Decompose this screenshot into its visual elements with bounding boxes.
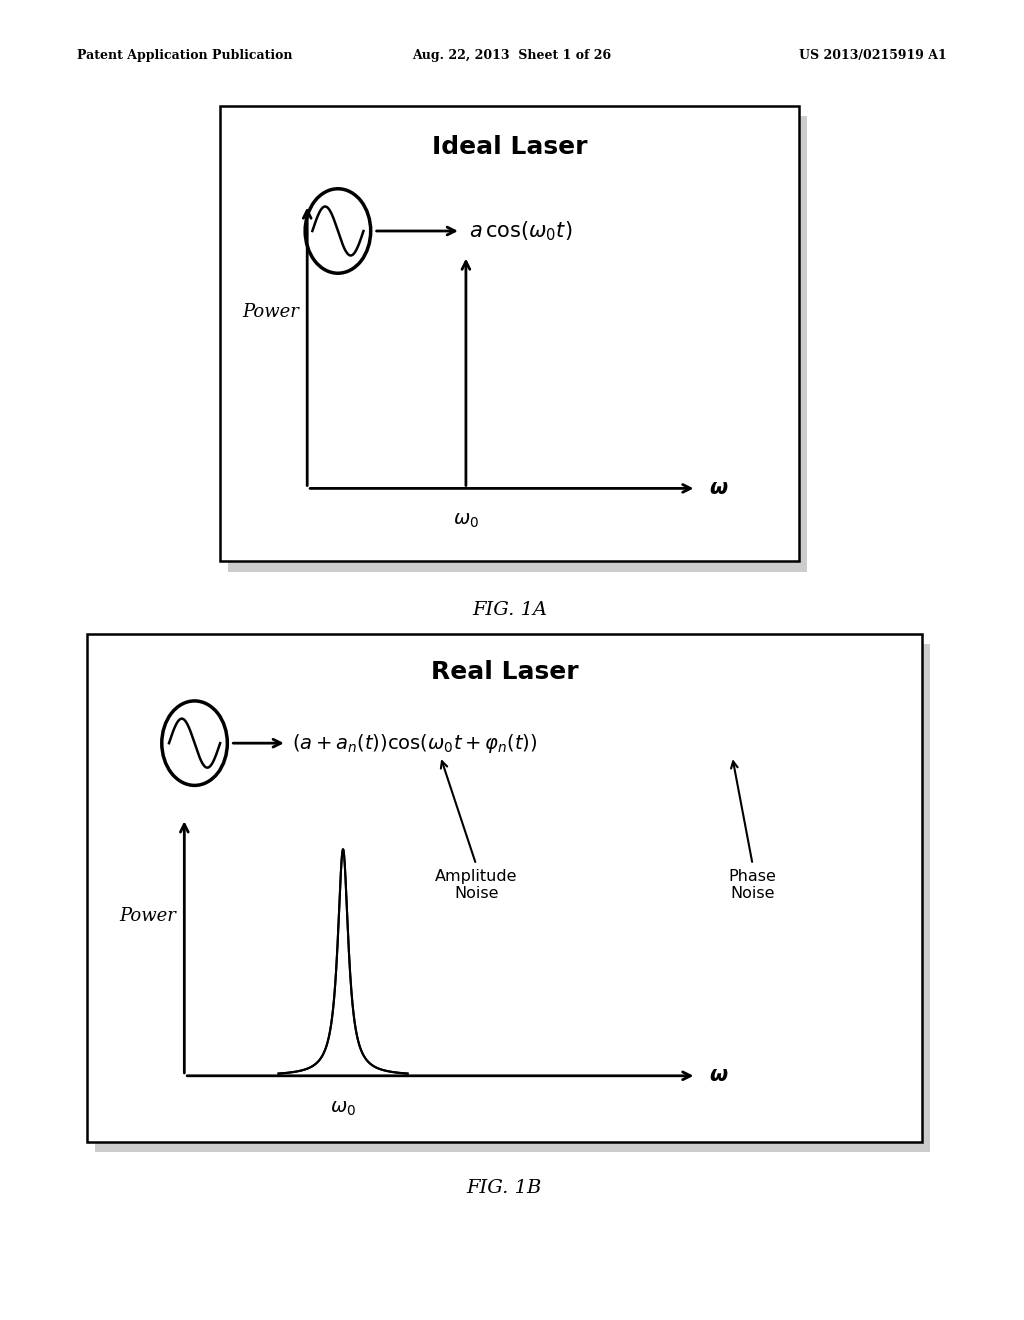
Text: $(a+a_n(t))\cos(\omega_0 t+\varphi_n(t))$: $(a+a_n(t))\cos(\omega_0 t+\varphi_n(t))… [292, 731, 538, 755]
Text: FIG. 1A: FIG. 1A [472, 601, 547, 619]
Text: $a\,\cos(\omega_0 t)$: $a\,\cos(\omega_0 t)$ [469, 219, 572, 243]
Text: Amplitude
Noise: Amplitude Noise [435, 869, 517, 902]
Text: FIG. 1B: FIG. 1B [467, 1179, 542, 1197]
Text: Patent Application Publication: Patent Application Publication [77, 49, 292, 62]
FancyBboxPatch shape [228, 116, 807, 572]
Text: $\boldsymbol{\omega}$: $\boldsymbol{\omega}$ [709, 479, 728, 498]
Text: $\boldsymbol{\omega_0}$: $\boldsymbol{\omega_0}$ [453, 512, 479, 531]
FancyBboxPatch shape [87, 634, 922, 1142]
FancyBboxPatch shape [95, 644, 930, 1152]
Text: Ideal Laser: Ideal Laser [432, 135, 587, 158]
Text: Phase
Noise: Phase Noise [729, 869, 776, 902]
FancyBboxPatch shape [220, 106, 799, 561]
Text: Aug. 22, 2013  Sheet 1 of 26: Aug. 22, 2013 Sheet 1 of 26 [413, 49, 611, 62]
Text: US 2013/0215919 A1: US 2013/0215919 A1 [800, 49, 947, 62]
Text: Real Laser: Real Laser [430, 660, 579, 684]
Text: Power: Power [119, 907, 176, 925]
Text: Power: Power [242, 304, 299, 322]
Text: $\boldsymbol{\omega}$: $\boldsymbol{\omega}$ [709, 1067, 728, 1085]
Text: $\boldsymbol{\omega_0}$: $\boldsymbol{\omega_0}$ [330, 1100, 356, 1118]
